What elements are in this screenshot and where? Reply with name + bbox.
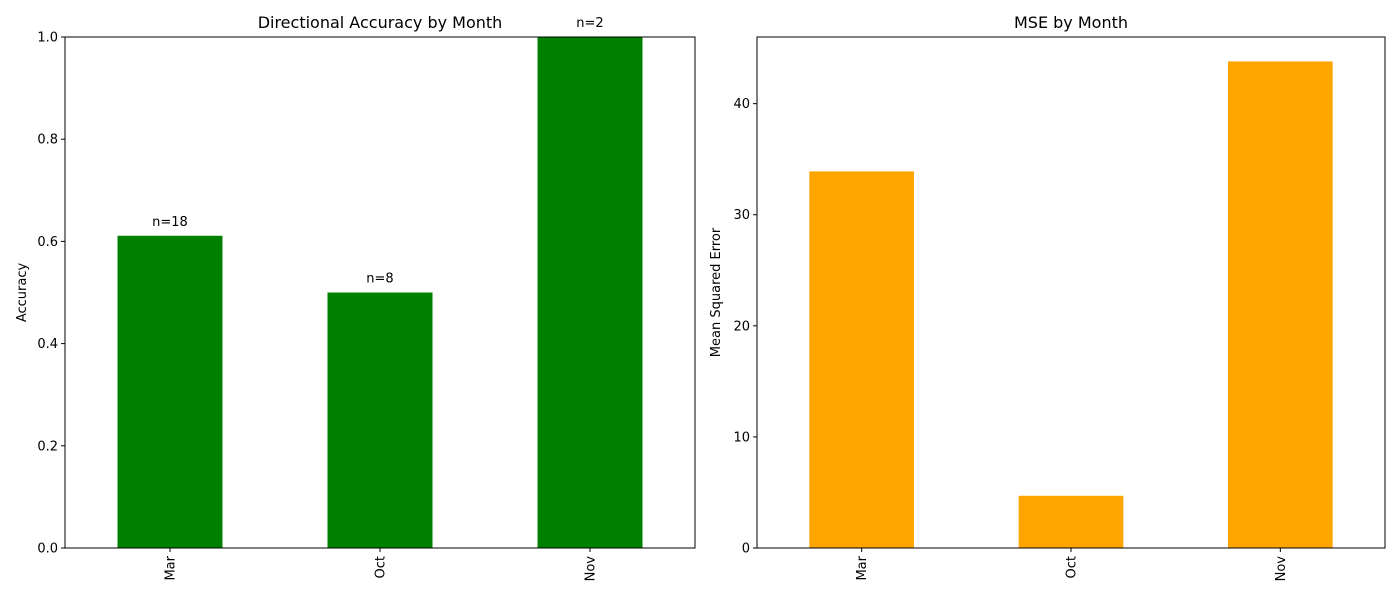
x-tick-label: Mar <box>164 555 179 580</box>
data-label: n=8 <box>366 272 393 287</box>
data-label: n=18 <box>152 215 188 230</box>
accuracy-bar-oct <box>327 292 433 548</box>
data-label: n=2 <box>576 16 603 31</box>
mse-bar-mar <box>809 171 914 548</box>
y-tick-label: 0 <box>742 542 750 557</box>
y-tick-label: 0.8 <box>37 133 58 148</box>
x-tick-label: Nov <box>584 556 599 582</box>
y-tick-label: 0.6 <box>37 235 58 250</box>
x-tick-label: Oct <box>374 556 389 578</box>
accuracy-bar-mar <box>117 235 223 549</box>
y-tick-label: 10 <box>733 430 750 445</box>
y-tick-label: 0.2 <box>37 439 58 454</box>
mse-bar-nov <box>1228 61 1333 549</box>
y-axis-label: Mean Squared Error <box>709 227 724 357</box>
accuracy-bar-nov <box>537 37 643 548</box>
accuracy-chart-panel: Directional Accuracy by Month n=18 n=8 n=2 0… <box>15 13 696 582</box>
x-tick-label: Mar <box>855 555 870 580</box>
chart-title: Directional Accuracy by Month <box>258 13 503 32</box>
chart-title: MSE by Month <box>1014 13 1128 32</box>
x-tick-label: Oct <box>1065 556 1080 578</box>
y-tick-label: 0.0 <box>37 542 58 557</box>
y-tick-label: 30 <box>733 208 750 223</box>
y-tick-label: 1.0 <box>37 31 58 46</box>
mse-chart-panel: MSE by Month 0 10 20 30 40 Mar Oct Nov Mean Squar… <box>709 13 1386 582</box>
y-tick-label: 0.4 <box>37 337 58 352</box>
y-axis-label: Accuracy <box>15 263 30 323</box>
x-tick-label: Nov <box>1274 556 1289 582</box>
mse-bar-oct <box>1018 495 1124 548</box>
y-tick-label: 40 <box>733 97 750 112</box>
y-tick-label: 20 <box>733 319 750 334</box>
